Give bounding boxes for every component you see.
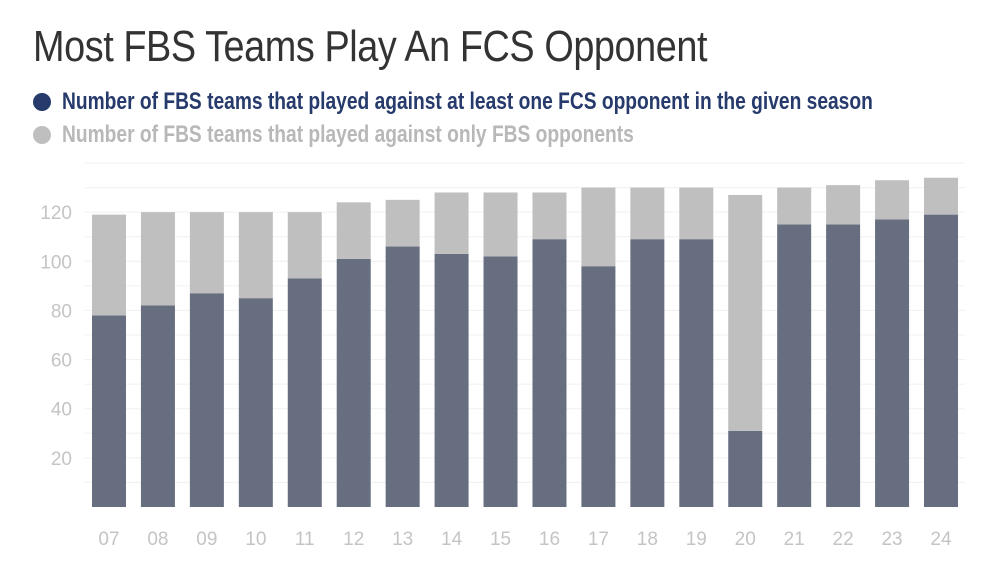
bar-fbs-only — [140, 212, 175, 306]
bar-fbs-only — [238, 212, 273, 299]
bar-fbs-only — [483, 192, 518, 257]
bar-fcs-opponent — [777, 224, 812, 507]
bar-fbs-only — [92, 214, 126, 316]
bar-fbs-only — [924, 177, 958, 215]
bar-fcs-opponent — [679, 239, 714, 507]
bar-fcs-opponent — [238, 298, 273, 507]
x-tick-label: 23 — [881, 529, 902, 550]
bar-fcs-opponent — [140, 305, 175, 507]
bar-fcs-opponent — [924, 214, 958, 507]
x-tick-label: 18 — [637, 529, 658, 550]
x-tick-label: 16 — [539, 529, 560, 550]
bar-fcs-opponent — [581, 266, 616, 507]
y-tick-label: 20 — [51, 449, 72, 470]
bar-fcs-opponent — [826, 224, 861, 507]
x-axis: 07 08 09 10 11 12 13 14 15 16 17 18 19 20 21 22 23 24 — [98, 529, 952, 550]
x-tick-label: 20 — [735, 529, 756, 550]
x-tick-label: 17 — [588, 529, 609, 550]
y-tick-label: 100 — [40, 252, 72, 273]
bar-fcs-opponent — [728, 430, 763, 507]
bar-fbs-only — [581, 187, 616, 267]
bar-fbs-only — [434, 192, 469, 254]
x-tick-label: 12 — [343, 529, 364, 550]
x-tick-label: 15 — [490, 529, 511, 550]
legend-dot-icon — [33, 93, 51, 111]
bar-fcs-opponent — [532, 239, 567, 507]
bar-fbs-only — [826, 185, 861, 225]
bar-fcs-opponent — [483, 256, 518, 507]
x-tick-label: 09 — [196, 529, 217, 550]
bar-fbs-only — [336, 202, 371, 259]
legend-item-fbs-only: Number of FBS teams that played against … — [33, 121, 777, 149]
y-tick-label: 120 — [40, 203, 72, 224]
bar-fcs-opponent — [875, 219, 910, 507]
bar-fbs-only — [532, 192, 567, 240]
x-tick-label: 14 — [441, 529, 463, 550]
bar-fbs-only — [777, 187, 812, 225]
y-tick-label: 80 — [51, 301, 72, 322]
y-axis: 20 40 60 80 100 120 — [40, 203, 72, 470]
x-tick-label: 10 — [245, 529, 266, 550]
chart-title: Most FBS Teams Play An FCS Opponent — [33, 22, 708, 71]
bar-fbs-only — [385, 199, 420, 247]
bar-fcs-opponent — [385, 246, 420, 508]
bars — [92, 177, 958, 508]
y-tick-label: 40 — [51, 400, 72, 421]
bar-fcs-opponent — [630, 239, 665, 507]
bar-fcs-opponent — [92, 315, 126, 507]
legend-label: Number of FBS teams that played against … — [62, 121, 634, 148]
legend-dot-icon — [33, 126, 51, 144]
legend-label: Number of FBS teams that played against … — [62, 88, 873, 115]
x-tick-label: 22 — [833, 529, 854, 550]
bar-fbs-only — [189, 212, 224, 294]
bar-fcs-opponent — [287, 278, 322, 507]
bar-fcs-opponent — [336, 258, 371, 507]
x-tick-label: 13 — [392, 529, 413, 550]
x-tick-label: 24 — [930, 529, 952, 550]
x-tick-label: 07 — [98, 529, 119, 550]
y-tick-label: 60 — [51, 351, 72, 372]
bar-fbs-only — [728, 194, 763, 431]
legend-item-fcs: Number of FBS teams that played against … — [33, 88, 1000, 116]
x-tick-label: 08 — [147, 529, 168, 550]
x-tick-label: 19 — [686, 529, 707, 550]
x-tick-label: 11 — [295, 529, 315, 550]
bar-fcs-opponent — [189, 293, 224, 507]
bar-fbs-only — [630, 187, 665, 240]
bar-fcs-opponent — [434, 253, 469, 507]
gridlines — [85, 162, 965, 483]
bar-fbs-only — [875, 180, 910, 220]
bar-fbs-only — [679, 187, 714, 240]
x-tick-label: 21 — [784, 529, 805, 550]
bar-fbs-only — [287, 212, 322, 279]
